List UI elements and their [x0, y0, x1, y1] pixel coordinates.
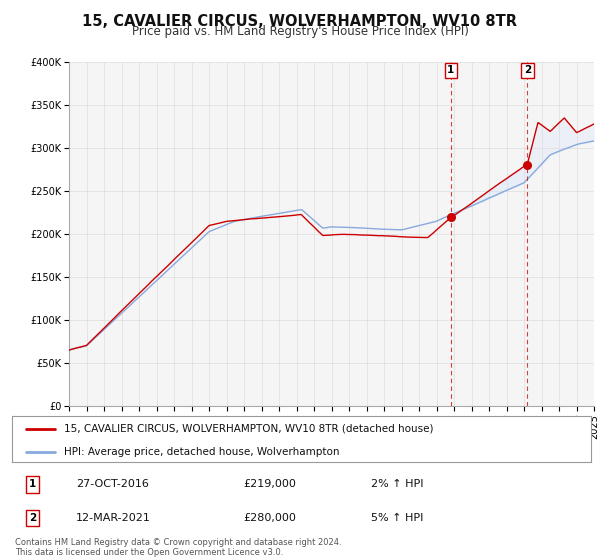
Point [446, 213, 455, 222]
Text: £280,000: £280,000 [244, 513, 296, 522]
Text: 15, CAVALIER CIRCUS, WOLVERHAMPTON, WV10 8TR (detached house): 15, CAVALIER CIRCUS, WOLVERHAMPTON, WV10… [64, 424, 434, 434]
Text: 2: 2 [29, 513, 36, 522]
Text: 1: 1 [29, 479, 36, 489]
Point [523, 160, 532, 169]
Text: Contains HM Land Registry data © Crown copyright and database right 2024.
This d: Contains HM Land Registry data © Crown c… [15, 538, 341, 557]
Text: 1: 1 [447, 65, 454, 75]
Text: 2% ↑ HPI: 2% ↑ HPI [371, 479, 424, 489]
Text: 27-OCT-2016: 27-OCT-2016 [76, 479, 149, 489]
Text: 2: 2 [524, 65, 531, 75]
Text: £219,000: £219,000 [244, 479, 296, 489]
Text: Price paid vs. HM Land Registry's House Price Index (HPI): Price paid vs. HM Land Registry's House … [131, 25, 469, 38]
Text: 12-MAR-2021: 12-MAR-2021 [76, 513, 151, 522]
Text: 15, CAVALIER CIRCUS, WOLVERHAMPTON, WV10 8TR: 15, CAVALIER CIRCUS, WOLVERHAMPTON, WV10… [83, 14, 517, 29]
Text: HPI: Average price, detached house, Wolverhampton: HPI: Average price, detached house, Wolv… [64, 447, 340, 457]
Text: 5% ↑ HPI: 5% ↑ HPI [371, 513, 424, 522]
